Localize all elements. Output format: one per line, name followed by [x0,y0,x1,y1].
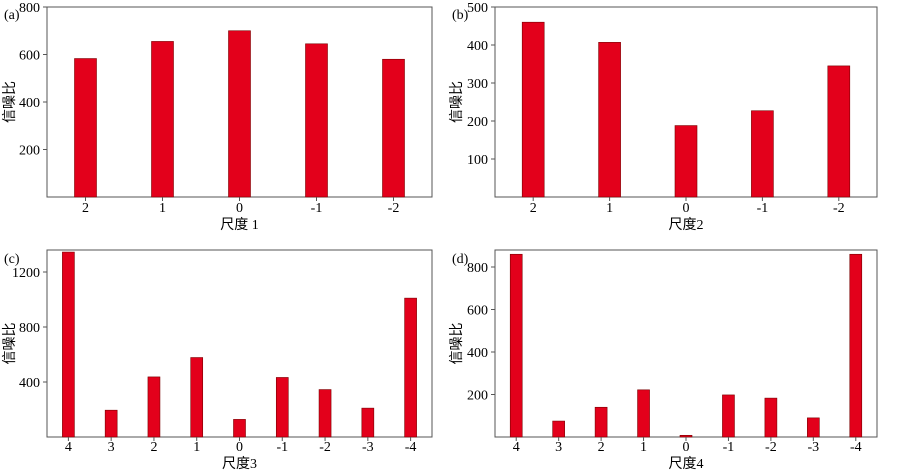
y-tick-label: 800 [19,321,40,336]
x-tick-label: 1 [640,440,647,455]
y-tick-label: 800 [19,1,40,16]
x-tick-label: -2 [833,201,845,216]
y-tick-label: 600 [19,49,40,64]
y-tick-label: 200 [467,389,488,404]
y-axis-label: 信噪比 [449,323,465,365]
y-tick-label: 800 [467,261,488,276]
x-tick-label: -4 [850,440,862,455]
chart-panel: (a) 200 400 600 800 信噪比 2 1 0 -1 -2 尺度 1 [2,1,433,233]
bar [104,409,118,438]
bar [674,125,698,198]
x-tick-label: -4 [405,440,417,455]
x-tick-label: 2 [598,440,605,455]
x-tick-label: -1 [757,201,769,216]
x-tick-label: -1 [311,201,323,216]
bar [305,43,328,198]
bar [509,253,523,438]
bar [151,41,174,198]
x-tick-label: 3 [555,440,562,455]
x-tick-label: -3 [807,440,819,455]
y-tick-label: 400 [467,39,488,54]
x-axis-label: 尺度3 [222,456,257,472]
x-tick-label: 0 [683,440,690,455]
bar [190,357,204,438]
x-tick-label: 1 [193,440,200,455]
bar [827,65,851,198]
y-tick-label: 600 [467,304,488,319]
bar [594,406,608,438]
x-axis-label: 尺度 1 [220,217,259,233]
plot-frame [494,249,878,438]
bar [849,253,863,438]
y-tick-label: 200 [19,144,40,159]
x-tick-label: -1 [723,440,735,455]
x-tick-label: 2 [150,440,157,455]
bar [637,389,650,438]
y-tick-label: 500 [467,1,488,16]
bar [521,21,545,198]
panel-label: (b) [452,8,469,23]
x-tick-label: 4 [65,440,72,455]
x-tick-label: -3 [362,440,374,455]
x-tick-label: 2 [82,201,89,216]
bar [598,42,621,198]
x-tick-label: 0 [683,201,690,216]
y-tick-label: 200 [467,115,488,130]
y-axis-label: 信噪比 [449,81,465,123]
bar [722,394,735,438]
x-tick-label: 2 [530,201,537,216]
chart-panel: (b) 100 200 300 400 500 信噪比 2 1 0 -1 -2 尺度2 [449,1,878,233]
chart-panel: (d) 200 400 600 800 信噪比 4 3 2 1 0 -1 -2 -3 -4 尺度4 [449,249,878,472]
y-tick-label: 400 [467,346,488,361]
bar [228,30,251,198]
x-tick-label: -2 [319,440,331,455]
bar [679,434,693,438]
panel-label: (a) [4,8,20,23]
x-tick-label: 3 [108,440,115,455]
bar [764,397,778,438]
x-tick-label: -1 [276,440,288,455]
x-tick-label: 1 [606,201,613,216]
x-tick-label: 0 [236,201,243,216]
bar [552,420,565,438]
y-axis-label: 信噪比 [2,81,18,123]
y-tick-label: 300 [467,77,488,92]
x-axis-label: 尺度4 [669,456,704,472]
x-tick-label: 1 [159,201,166,216]
y-axis-label: 信噪比 [2,323,18,365]
bar [62,251,75,438]
bar [361,407,375,438]
bar [751,110,774,198]
x-axis-label: 尺度2 [669,217,704,233]
x-tick-label: -2 [388,201,400,216]
y-tick-label: 100 [467,153,488,168]
panel-label: (c) [4,252,20,267]
x-tick-label: 0 [236,440,243,455]
x-tick-label: 4 [513,440,520,455]
panel-label: (d) [452,252,469,267]
y-tick-label: 400 [19,96,40,111]
bar [404,297,417,438]
bar [74,58,97,198]
chart-panel: (c) 400 800 1200 信噪比 4 3 2 1 0 -1 -2 -3 -4 尺度3 [2,249,433,472]
y-tick-label: 400 [19,376,40,391]
bar [807,417,820,438]
bar [318,389,332,438]
x-tick-label: -2 [765,440,777,455]
bar [233,419,246,438]
bar [275,377,289,438]
plot-frame [46,249,433,438]
bar [147,376,161,438]
y-tick-label: 1200 [12,266,40,281]
bar [382,58,405,198]
